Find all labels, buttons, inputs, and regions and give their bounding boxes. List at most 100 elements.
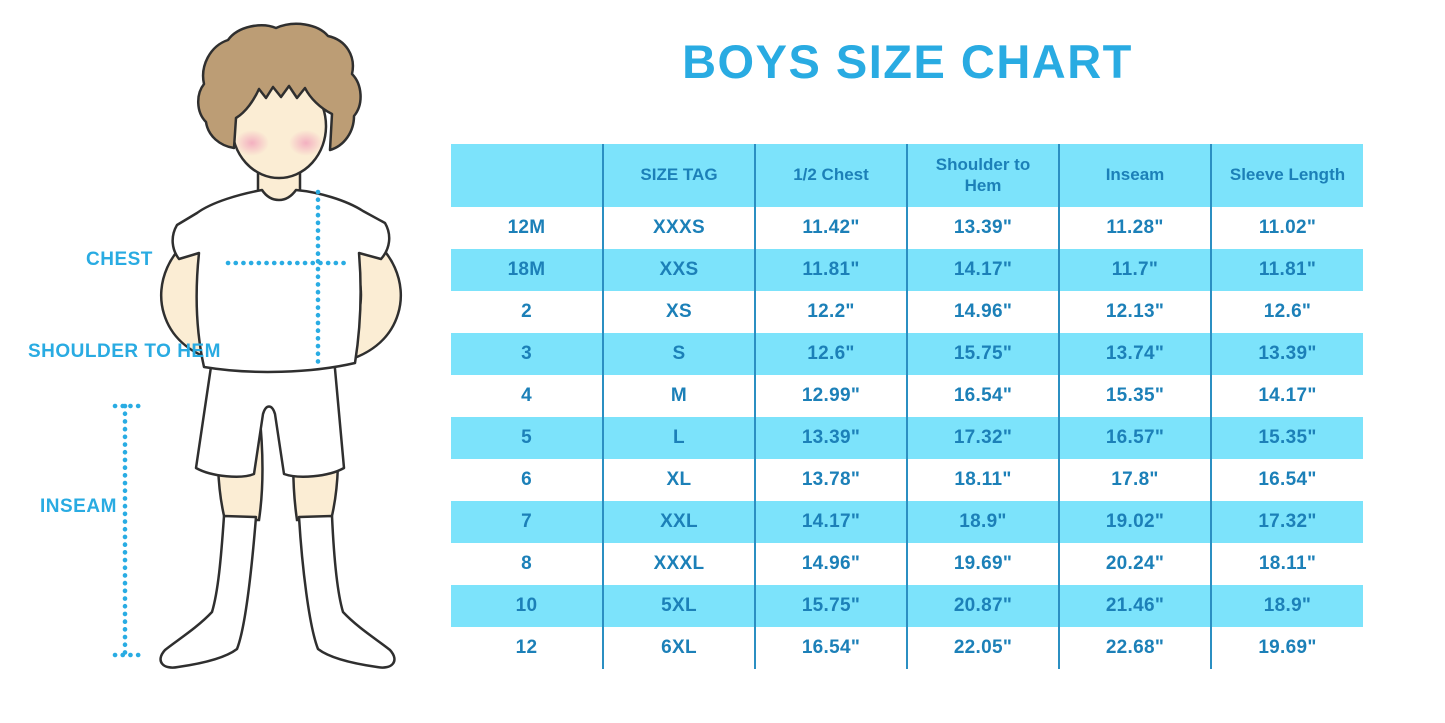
measurement-cell: 21.46" <box>1058 585 1211 627</box>
table-row: 8 XXXL 14.96" 19.69" 20.24" 18.11" <box>451 543 1363 585</box>
table-row: 12M XXXS 11.42" 13.39" 11.28" 11.02" <box>451 207 1363 249</box>
blush-left <box>235 130 269 156</box>
measurement-cell: 12.2" <box>754 291 907 333</box>
measurement-cell: 19.69" <box>1210 627 1363 669</box>
measurement-cell: 19.02" <box>1058 501 1211 543</box>
size-label-cell: 8 <box>521 553 532 574</box>
measurement-cell: 12.6" <box>754 333 907 375</box>
table-row: 4 M 12.99" 16.54" 15.35" 14.17" <box>451 375 1363 417</box>
size-label-cell: 3 <box>451 333 603 375</box>
measurement-cell: 14.17" <box>906 249 1059 291</box>
measurement-cell: 6XL <box>602 627 755 669</box>
measurement-cell: 22.68" <box>1058 627 1211 669</box>
measurement-cell: 22.05" <box>906 627 1059 669</box>
header-row: SIZE TAG 1/2 Chest Shoulder to Hem Inseam Sl… <box>451 144 1363 207</box>
measurement-cell: 17.32" <box>1210 501 1363 543</box>
measurement-cell: 5XL <box>602 585 755 627</box>
size-table-body: 12M XXXS 11.42" 13.39" 11.28" 11.02" 18M XXS 11.… <box>451 207 1363 669</box>
figure-socks <box>159 514 396 669</box>
measurement-cell: 12.99" <box>754 375 907 417</box>
size-label-cell: 6 <box>521 469 532 490</box>
column-header: Shoulder to Hem <box>906 144 1059 207</box>
table-row: 18M XXS 11.81" 14.17" 11.7" 11.81" <box>451 249 1363 291</box>
measurement-cell: 11.42" <box>754 207 907 249</box>
measurement-cell: 14.96" <box>906 291 1059 333</box>
size-label-cell: 18M <box>451 249 603 291</box>
measurement-cell: XS <box>602 291 755 333</box>
measurement-cell: 17.8" <box>1058 459 1211 501</box>
measurement-cell: 18.11" <box>906 459 1059 501</box>
measurement-cell: XXXL <box>602 543 755 585</box>
measurement-cell: 12.6" <box>1210 291 1363 333</box>
measurement-cell: 11.02" <box>1210 207 1363 249</box>
measurement-cell: 11.81" <box>754 249 907 291</box>
column-header: 1/2 Chest <box>754 144 907 207</box>
measurement-cell: 14.17" <box>754 501 907 543</box>
table-row: 6 XL 13.78" 18.11" 17.8" 16.54" <box>451 459 1363 501</box>
measurement-cell: 16.54" <box>1210 459 1363 501</box>
measurement-cell: 18.9" <box>906 501 1059 543</box>
size-label-cell: 12M <box>507 217 546 238</box>
column-header: Inseam <box>1058 144 1211 207</box>
measurement-cell: M <box>602 375 755 417</box>
figure-tshirt <box>171 188 391 374</box>
size-label-cell: 10 <box>451 585 603 627</box>
shoulder-to-hem-label: SHOULDER TO HEM <box>28 341 221 362</box>
measurement-cell: 20.87" <box>906 585 1059 627</box>
blush-right <box>289 130 323 156</box>
measurement-cell: 13.39" <box>906 207 1059 249</box>
measurement-cell: 11.7" <box>1058 249 1211 291</box>
measurement-cell: 13.39" <box>1210 333 1363 375</box>
figure-shorts <box>194 356 346 478</box>
measurement-cell: 13.39" <box>754 417 907 459</box>
table-row: 2 XS 12.2" 14.96" 12.13" 12.6" <box>451 291 1363 333</box>
measurement-cell: 18.9" <box>1210 585 1363 627</box>
measurement-cell: L <box>602 417 755 459</box>
measurement-cell: 12.13" <box>1058 291 1211 333</box>
size-label-cell: 7 <box>451 501 603 543</box>
measurement-cell: 13.74" <box>1058 333 1211 375</box>
measurement-cell: 14.17" <box>1210 375 1363 417</box>
measurement-cell: S <box>602 333 755 375</box>
measurement-cell: XL <box>602 459 755 501</box>
measurement-cell: 11.28" <box>1058 207 1211 249</box>
size-label-cell: 2 <box>521 301 532 322</box>
measurement-cell: 15.75" <box>906 333 1059 375</box>
measurement-figure: CHEST SHOULDER TO HEM INSEAM <box>0 0 460 723</box>
measurement-cell: 16.57" <box>1058 417 1211 459</box>
table-row: 10 5XL 15.75" 20.87" 21.46" 18.9" <box>451 585 1363 627</box>
measurement-cell: 20.24" <box>1058 543 1211 585</box>
table-row: 7 XXL 14.17" 18.9" 19.02" 17.32" <box>451 501 1363 543</box>
measurement-cell: XXL <box>602 501 755 543</box>
page-title: BOYS SIZE CHART <box>682 35 1133 88</box>
measurement-cell: 15.75" <box>754 585 907 627</box>
measurement-cell: XXS <box>602 249 755 291</box>
measurement-cell: 17.32" <box>906 417 1059 459</box>
measurement-cell: 19.69" <box>906 543 1059 585</box>
table-row: 5 L 13.39" 17.32" 16.57" 15.35" <box>451 417 1363 459</box>
table-row: 12 6XL 16.54" 22.05" 22.68" 19.69" <box>451 627 1363 669</box>
measurement-cell: 14.96" <box>754 543 907 585</box>
figure-hair <box>197 22 362 152</box>
measurement-cell: 16.54" <box>906 375 1059 417</box>
measurement-cell: 15.35" <box>1210 417 1363 459</box>
column-header: SIZE TAG <box>602 144 755 207</box>
measurement-cell: 16.54" <box>754 627 907 669</box>
column-header: Sleeve Length <box>1210 144 1363 207</box>
measurement-cell: 13.78" <box>754 459 907 501</box>
measurement-lines <box>112 189 347 658</box>
measurement-cell: 18.11" <box>1210 543 1363 585</box>
size-label-cell: 12 <box>515 637 538 658</box>
inseam-label: INSEAM <box>40 496 117 517</box>
size-label-cell: 5 <box>451 417 603 459</box>
size-table-head: SIZE TAG 1/2 Chest Shoulder to Hem Inseam Sl… <box>451 144 1363 207</box>
boy-illustration <box>112 22 403 669</box>
chest-label: CHEST <box>86 249 153 270</box>
size-table: SIZE TAG 1/2 Chest Shoulder to Hem Inseam Sl… <box>451 144 1363 669</box>
measurement-cell: 11.81" <box>1210 249 1363 291</box>
measurement-cell: XXXS <box>602 207 755 249</box>
size-label-cell: 4 <box>521 385 532 406</box>
column-header <box>451 144 603 207</box>
table-row: 3 S 12.6" 15.75" 13.74" 13.39" <box>451 333 1363 375</box>
measurement-cell: 15.35" <box>1058 375 1211 417</box>
